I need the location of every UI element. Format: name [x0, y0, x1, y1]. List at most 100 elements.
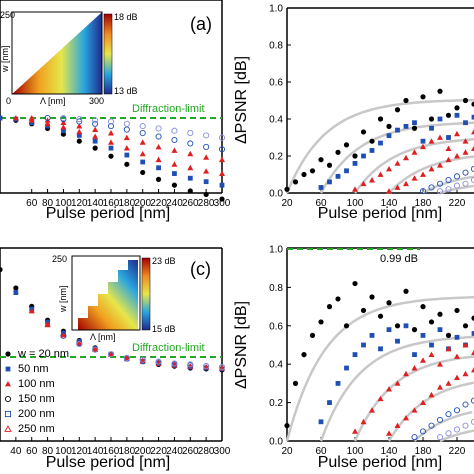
x-tick-label: 100 — [55, 198, 72, 209]
data-point — [386, 165, 392, 172]
panel-d-points — [284, 280, 474, 441]
data-point — [61, 128, 66, 134]
data-point — [428, 184, 435, 191]
data-point — [403, 97, 409, 104]
data-point — [360, 307, 367, 314]
data-point — [60, 332, 67, 339]
data-point — [412, 352, 417, 357]
data-point — [428, 351, 435, 357]
panel-a-points — [0, 114, 226, 202]
data-point — [155, 125, 162, 132]
legend: w = 20 nm 50 nm 100 nm 150 nm 200 nm 250 nm — [4, 348, 69, 435]
data-point — [471, 145, 474, 151]
data-point — [420, 399, 426, 405]
data-point — [60, 331, 67, 338]
data-point — [420, 333, 426, 338]
data-point — [76, 138, 82, 144]
data-point — [139, 139, 146, 145]
data-point — [187, 130, 194, 137]
panel-c-inset-frame — [71, 255, 141, 331]
data-point — [335, 149, 341, 155]
panel-c-diffraction-label: Diffraction-limit — [132, 342, 205, 354]
data-point — [108, 145, 114, 151]
data-point — [454, 334, 460, 340]
fit-curve — [413, 410, 473, 442]
data-point — [386, 188, 392, 194]
data-point — [445, 145, 452, 151]
x-tick-label: 140 — [381, 446, 398, 457]
x-tick-label: 260 — [182, 446, 199, 457]
data-point — [369, 148, 375, 153]
data-point — [203, 179, 209, 185]
legend-marker — [5, 351, 11, 357]
data-point — [369, 333, 375, 338]
panel-c-x-ticks: 40 60 80 100 120 140 160 180 200 220 240 260 280 300 — [10, 437, 231, 457]
x-tick-label: 60 — [26, 446, 38, 457]
legend-marker — [5, 366, 11, 372]
data-point — [76, 118, 83, 125]
data-point — [360, 129, 367, 135]
panel-c-cbar-top: 23 dB — [152, 256, 176, 266]
data-point — [386, 430, 392, 436]
data-point — [335, 296, 341, 302]
data-point — [446, 135, 451, 140]
data-point — [92, 346, 99, 353]
panel-c-label: (c) — [190, 259, 211, 279]
data-point — [123, 120, 130, 127]
data-point — [335, 173, 341, 179]
data-point — [445, 186, 452, 193]
data-point — [284, 186, 290, 192]
x-tick-label: 260 — [182, 198, 199, 209]
panel-a-label: (a) — [190, 14, 212, 34]
data-point — [352, 161, 358, 166]
data-point — [60, 124, 67, 130]
data-point — [60, 119, 67, 126]
data-point — [218, 146, 226, 153]
data-point — [428, 165, 435, 172]
x-tick-label: 80 — [42, 446, 54, 457]
data-point — [403, 288, 409, 294]
data-point — [361, 342, 366, 348]
data-point — [107, 123, 115, 130]
data-point — [369, 407, 375, 413]
data-point — [437, 361, 443, 367]
y-tick-label: 0.8 — [269, 41, 283, 52]
data-point — [453, 182, 461, 189]
data-point — [378, 140, 383, 146]
data-point — [140, 159, 146, 165]
data-point — [386, 386, 392, 392]
data-point — [139, 123, 146, 130]
data-point — [463, 120, 468, 126]
legend-marker — [4, 395, 12, 403]
x-tick-label: 60 — [315, 198, 327, 209]
data-point — [352, 153, 358, 159]
data-point — [203, 154, 210, 160]
panel-c-xlabel: Pulse period [nm] — [46, 454, 171, 471]
data-point — [92, 126, 99, 132]
data-point — [471, 114, 474, 120]
data-point — [403, 323, 409, 329]
data-point — [420, 357, 426, 363]
data-point — [352, 428, 358, 434]
data-point — [187, 140, 194, 147]
y-tick-label: 0.6 — [269, 78, 283, 89]
data-point — [445, 332, 452, 338]
data-point — [124, 161, 130, 167]
data-point — [155, 156, 162, 163]
data-point — [171, 127, 178, 134]
data-point — [428, 391, 435, 398]
data-point — [318, 157, 324, 163]
data-point — [139, 356, 146, 363]
data-point — [219, 156, 225, 163]
data-point — [360, 418, 367, 425]
data-point — [108, 153, 114, 159]
data-point — [12, 115, 19, 121]
data-point — [454, 353, 460, 359]
data-point — [471, 331, 474, 336]
data-point — [76, 132, 82, 138]
data-point — [124, 152, 130, 158]
data-point — [436, 416, 444, 423]
data-point — [203, 168, 210, 174]
x-tick-label: 20 — [281, 446, 293, 457]
